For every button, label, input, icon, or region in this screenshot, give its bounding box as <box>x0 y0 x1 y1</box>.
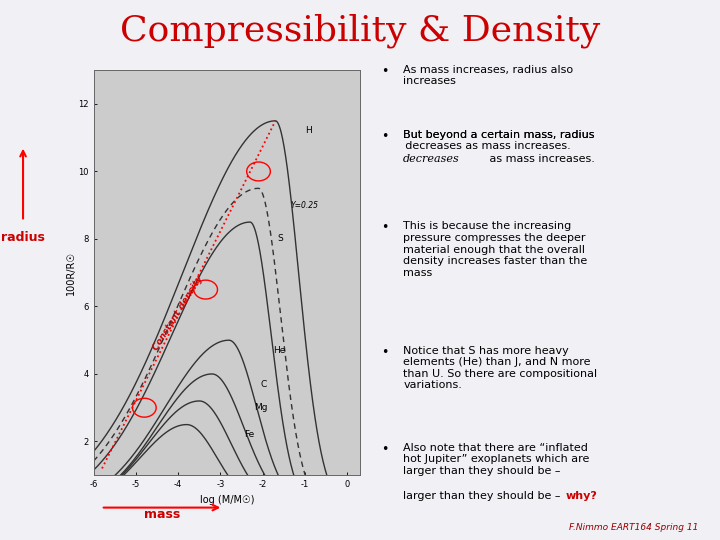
Text: Constant density: Constant density <box>151 274 205 352</box>
Text: •: • <box>382 346 389 359</box>
Text: Mg: Mg <box>254 403 268 412</box>
Text: C: C <box>261 380 267 389</box>
Text: But beyond a certain mass, radius
 decreases as mass increases.: But beyond a certain mass, radius decrea… <box>403 130 595 151</box>
Text: larger than they should be –: larger than they should be – <box>403 491 564 502</box>
Text: This is because the increasing
pressure compresses the deeper
material enough th: This is because the increasing pressure … <box>403 221 588 278</box>
Text: •: • <box>382 130 389 143</box>
Text: S: S <box>277 234 283 244</box>
Text: radius: radius <box>1 231 45 244</box>
Text: Notice that S has more heavy
elements (He) than J, and N more
than U. So there a: Notice that S has more heavy elements (H… <box>403 346 598 390</box>
Text: Compressibility & Density: Compressibility & Density <box>120 14 600 48</box>
X-axis label: log (M/M☉): log (M/M☉) <box>199 495 254 504</box>
Text: mass: mass <box>144 508 180 521</box>
Text: •: • <box>382 65 389 78</box>
Text: as mass increases.: as mass increases. <box>486 154 595 164</box>
Text: But beyond a certain mass, radius: But beyond a certain mass, radius <box>403 130 595 140</box>
Y-axis label: 100R/R☉: 100R/R☉ <box>66 251 76 295</box>
Text: H: H <box>305 126 312 136</box>
Text: Also note that there are “inflated
hot Jupiter” exoplanets which are
larger than: Also note that there are “inflated hot J… <box>403 443 590 476</box>
Text: •: • <box>382 443 389 456</box>
Text: F.Nimmo EART164 Spring 11: F.Nimmo EART164 Spring 11 <box>569 523 698 532</box>
Text: As mass increases, radius also
increases: As mass increases, radius also increases <box>403 65 573 86</box>
Text: He: He <box>274 346 286 355</box>
Text: decreases: decreases <box>403 154 460 164</box>
Text: •: • <box>382 221 389 234</box>
Text: Y=0.25: Y=0.25 <box>290 201 318 210</box>
Text: why?: why? <box>565 491 597 502</box>
Text: Fe: Fe <box>243 430 254 439</box>
